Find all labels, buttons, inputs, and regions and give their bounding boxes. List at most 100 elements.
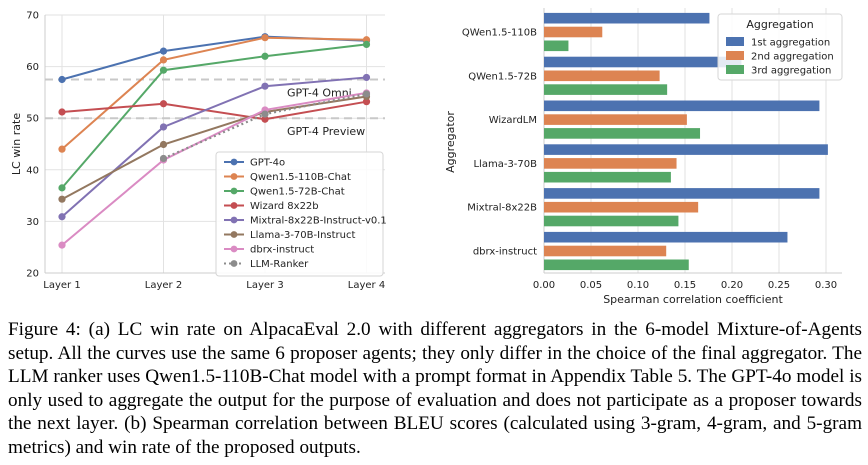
legend-marker-qwen1-5-72b-chat	[230, 187, 238, 195]
bar-chart-spearman: 0.00 0.05 0.10 0.15 0.20 0.25 0.30 QWen1.5-110B…	[444, 8, 843, 306]
legend-label-qwen1-5-110b-chat: Qwen1.5-110B-Chat	[250, 172, 351, 183]
y-axis-label: LC win rate	[10, 113, 23, 175]
legend-box	[215, 151, 384, 277]
data-point-mixtral-8x22b-instruct-v0-1	[58, 213, 66, 221]
x-tick-label: 0.20	[721, 280, 743, 291]
x-tick-label: 0.25	[768, 280, 790, 291]
series-line-llama-3-70b-instruct	[61, 95, 367, 201]
data-point-wizard-8x22b	[58, 108, 66, 116]
legend-label-qwen1-5-72b-chat: Qwen1.5-72B-Chat	[250, 187, 345, 198]
legend-box	[717, 13, 843, 81]
data-point-llm-ranker	[261, 110, 269, 118]
y-tick-label: Mixtral-8x22B	[467, 203, 537, 214]
bar-dbrx-instruct-1st-aggregation	[544, 231, 788, 243]
y-tick-label: WizardLM	[489, 115, 537, 126]
bar-qwen1-5-72b-1st-aggregation	[544, 56, 742, 68]
bar-mixtral-8x22b-2nd-aggregation	[544, 201, 699, 213]
data-point-mixtral-8x22b-instruct-v0-1	[362, 73, 371, 82]
x-tick-label: 0.10	[627, 280, 649, 291]
series-line-wizard-8x22b	[61, 100, 367, 121]
bar-mixtral-8x22b-3rd-aggregation	[544, 215, 679, 227]
legend-marker-mixtral-8x22b-instruct-v0-1	[230, 216, 238, 224]
data-point-llama-3-70b-instruct	[159, 140, 168, 149]
reference-label-gpt-4-omni: GPT-4 Omni	[287, 87, 352, 100]
data-point-qwen1-5-72b-chat	[261, 52, 269, 60]
data-point-qwen1-5-72b-chat	[362, 40, 371, 49]
x-tick-label: 0.15	[674, 280, 696, 291]
series-line-dbrx-instruct	[61, 91, 367, 246]
data-point-qwen1-5-110b-chat	[58, 145, 66, 153]
bar-qwen1-5-72b-3rd-aggregation	[544, 84, 668, 95]
data-point-mixtral-8x22b-instruct-v0-1	[261, 82, 269, 90]
bar-wizardlm-2nd-aggregation	[544, 114, 687, 125]
bar-llama-3-70b-2nd-aggregation	[544, 158, 677, 169]
bar-qwen1-5-110b-1st-aggregation	[544, 12, 710, 24]
legend-title: Aggregation	[746, 18, 813, 31]
bar-mixtral-8x22b-1st-aggregation	[544, 188, 820, 199]
data-point-wizard-8x22b	[159, 100, 168, 108]
data-point-llm-ranker	[362, 90, 371, 98]
y-tick-label: 20	[26, 269, 39, 280]
data-point-qwen1-5-72b-chat	[159, 66, 168, 74]
bar-qwen1-5-72b-2nd-aggregation	[544, 70, 660, 82]
data-point-llm-ranker	[159, 154, 168, 163]
bar-dbrx-instruct-2nd-aggregation	[544, 245, 667, 257]
x-tick-label: 0.30	[815, 280, 837, 291]
bar-dbrx-instruct-3rd-aggregation	[544, 259, 689, 271]
legend-label-gpt-4o: GPT-4o	[250, 158, 285, 169]
data-point-mixtral-8x22b-instruct-v0-1	[159, 123, 168, 131]
y-tick-label: 60	[26, 62, 39, 73]
legend-marker-qwen1-5-110b-chat	[230, 173, 238, 180]
data-point-gpt-4o	[58, 75, 66, 84]
series-line-gpt-4o	[61, 35, 367, 81]
y-tick-label: 70	[26, 11, 39, 22]
y-tick-label: Llama-3-70B	[473, 159, 537, 170]
figure-charts: 20 30 40 50 60 70 Layer 1 Layer 2 Layer 3 Layer 4…	[10, 8, 843, 306]
x-tick-label: Layer 3	[246, 280, 283, 291]
data-point-wizard-8x22b	[362, 98, 371, 106]
x-tick-label: Layer 2	[145, 280, 182, 291]
x-tick-label: 0.00	[533, 280, 555, 291]
legend-swatch-1st-aggregation	[726, 37, 744, 46]
bar-llama-3-70b-1st-aggregation	[544, 144, 828, 155]
legend-label-llm-ranker: LLM-Ranker	[250, 259, 309, 270]
legend-marker-wizard-8x22b	[230, 202, 238, 209]
legend-label-wizard-8x22b: Wizard 8x22b	[250, 201, 319, 212]
legend-label-dbrx-instruct: dbrx-instruct	[250, 245, 314, 256]
y-tick-label: QWen1.5-72B	[468, 71, 537, 82]
legend-label-mixtral-8x22b-instruct-v0-1: Mixtral-8x22B-Instruct-v0.1	[250, 216, 387, 227]
legend-marker-dbrx-instruct	[230, 245, 238, 253]
bar-wizardlm-1st-aggregation	[544, 100, 820, 112]
x-tick-label: Layer 1	[43, 280, 80, 291]
legend-label-2nd-aggregation: 2nd aggregation	[751, 52, 834, 63]
data-point-qwen1-5-110b-chat	[261, 34, 269, 42]
data-point-llama-3-70b-instruct	[58, 195, 66, 203]
bar-llama-3-70b-3rd-aggregation	[544, 171, 671, 183]
legend-marker-llama-3-70b-instruct	[230, 231, 238, 238]
y-tick-label: 40	[26, 165, 39, 176]
data-point-qwen1-5-110b-chat	[159, 56, 168, 64]
data-point-gpt-4o	[159, 47, 168, 55]
bar-qwen1-5-110b-3rd-aggregation	[544, 40, 569, 52]
y-tick-label: 30	[26, 217, 39, 228]
x-tick-label: Layer 4	[348, 280, 385, 291]
y-axis-label: Aggregator	[444, 111, 457, 173]
legend-swatch-2nd-aggregation	[726, 51, 744, 60]
legend-marker-gpt-4o	[230, 158, 238, 166]
legend-label-llama-3-70b-instruct: Llama-3-70B-Instruct	[250, 230, 355, 241]
bar-wizardlm-3rd-aggregation	[544, 128, 701, 139]
figure-caption: Figure 4: (a) LC win rate on AlpacaEval …	[8, 319, 862, 458]
y-tick-label: QWen1.5-110B	[462, 28, 537, 39]
data-point-wizard-8x22b	[261, 115, 269, 123]
legend-swatch-3rd-aggregation	[726, 65, 744, 74]
series-line-qwen1-5-110b-chat	[61, 36, 367, 150]
y-tick-label: dbrx-instruct	[473, 247, 537, 258]
legend-label-3rd-aggregation: 3rd aggregation	[751, 66, 831, 77]
reference-label-gpt-4-preview: GPT-4 Preview	[287, 125, 365, 138]
data-point-qwen1-5-72b-chat	[58, 184, 66, 192]
legend-label-1st-aggregation: 1st aggregation	[751, 38, 830, 49]
line-chart-lc-win-rate: 20 30 40 50 60 70 Layer 1 Layer 2 Layer 3 Layer 4…	[10, 11, 387, 292]
x-axis-label: Spearman correlation coefficient	[603, 293, 783, 306]
y-tick-label: 50	[26, 114, 39, 125]
x-tick-label: 0.05	[580, 280, 602, 291]
